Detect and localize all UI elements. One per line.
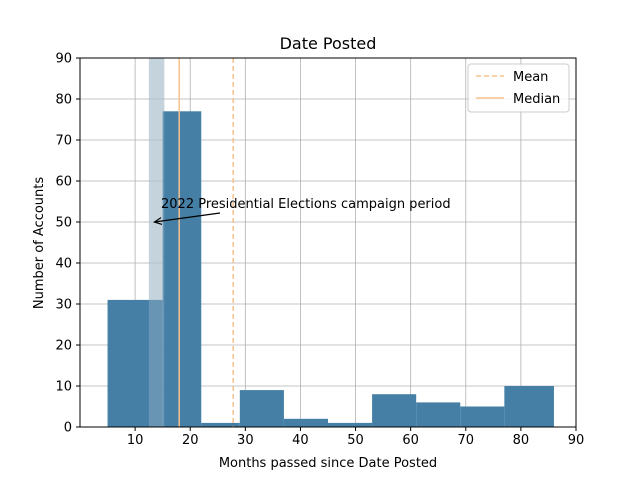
y-tick-label: 60 bbox=[55, 175, 72, 190]
x-tick-label: 70 bbox=[458, 433, 475, 448]
x-tick-label: 90 bbox=[568, 433, 585, 448]
histogram-bars bbox=[107, 58, 554, 428]
legend: Mean Median bbox=[467, 63, 570, 113]
x-tick-label: 10 bbox=[127, 433, 144, 448]
histogram-bar bbox=[328, 422, 373, 427]
x-tick-label: 40 bbox=[292, 433, 309, 448]
histogram-bar bbox=[239, 390, 284, 427]
histogram-bar bbox=[416, 402, 461, 427]
x-tick-label: 20 bbox=[182, 433, 199, 448]
histogram-bar bbox=[504, 386, 554, 427]
y-tick-label: 20 bbox=[55, 339, 72, 354]
stat-lines bbox=[178, 58, 234, 427]
campaign-annotation: 2022 Presidential Elections campaign per… bbox=[153, 197, 451, 226]
histogram-bar bbox=[283, 418, 328, 427]
x-tick-label: 60 bbox=[402, 433, 419, 448]
y-tick-label: 90 bbox=[55, 52, 72, 67]
y-axis-label: Number of Accounts bbox=[32, 177, 47, 310]
plot-frame bbox=[79, 57, 577, 428]
annotation-arrow bbox=[154, 212, 221, 223]
y-tick-label: 40 bbox=[55, 257, 72, 272]
y-tick-label: 50 bbox=[55, 216, 72, 231]
y-tick-label: 70 bbox=[55, 134, 72, 149]
annotation-text: 2022 Presidential Elections campaign per… bbox=[161, 197, 451, 212]
y-tick-label: 80 bbox=[55, 93, 72, 108]
x-tick-label: 30 bbox=[237, 433, 254, 448]
y-tick-label: 0 bbox=[64, 421, 72, 436]
x-tick-label: 50 bbox=[347, 433, 364, 448]
y-tick-label: 10 bbox=[55, 380, 72, 395]
histogram-bar bbox=[107, 299, 163, 427]
histogram-bar bbox=[162, 111, 202, 428]
histogram-bar bbox=[372, 394, 417, 427]
histogram-bar bbox=[460, 406, 505, 427]
legend-median-label: Median bbox=[513, 92, 560, 107]
histogram-bar bbox=[201, 422, 240, 427]
y-tick-label: 30 bbox=[55, 298, 72, 313]
x-tick-label: 80 bbox=[513, 433, 530, 448]
legend-mean-label: Mean bbox=[513, 70, 548, 85]
axis-ticks: 10 20 30 40 50 60 70 80 90 0 10 20 30 40 50 60 70 80 90 bbox=[55, 52, 584, 449]
annotation-arrow-head bbox=[153, 217, 163, 226]
x-axis-label: Months passed since Date Posted bbox=[219, 456, 437, 471]
chart-title: Date Posted bbox=[280, 34, 377, 53]
campaign-period-overlay bbox=[148, 58, 165, 427]
